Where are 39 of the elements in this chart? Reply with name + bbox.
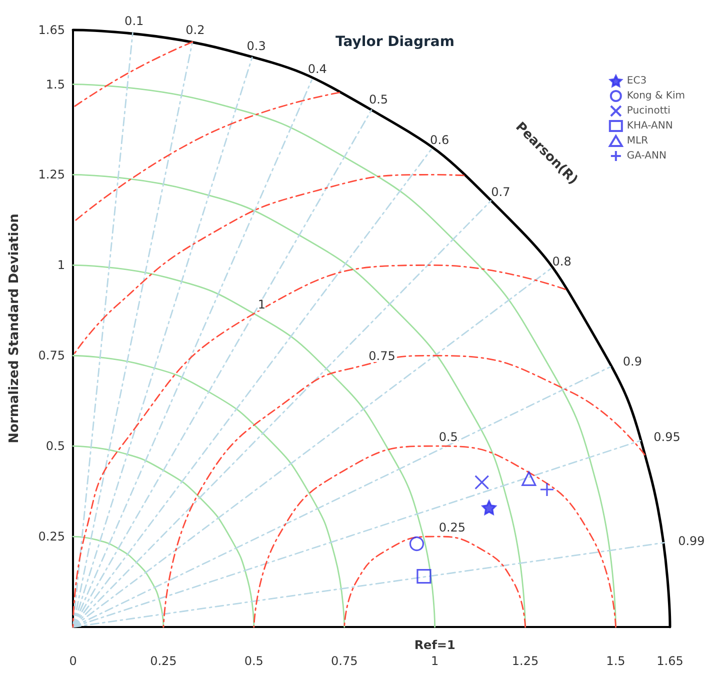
annotation: 0.99	[678, 534, 705, 548]
y-tick-label: 1.65	[38, 23, 65, 37]
x-tick-label: 1.65	[656, 654, 684, 668]
annotation: 0.8	[552, 254, 572, 269]
x-tick-label: 1.5	[606, 654, 626, 668]
legend-label: KHA-ANN	[626, 120, 673, 132]
annotation: 0.3	[246, 39, 266, 54]
annotation: 0.5	[438, 430, 458, 444]
annotation: 0.5	[368, 92, 388, 107]
x-tick-label: 1.25	[512, 654, 539, 668]
legend-label: Kong & Kim	[626, 90, 686, 102]
legend-label: MLR	[626, 136, 648, 146]
x-tick-label: 0.25	[150, 654, 177, 668]
chart-title: Taylor Diagram	[336, 34, 454, 50]
annotation: 0.1	[124, 14, 144, 28]
annotation: 0.6	[430, 132, 450, 147]
annotation: 0.25	[438, 520, 466, 535]
annotation: 0.7	[491, 185, 510, 200]
x-tick-label: 0	[69, 654, 77, 668]
annotation: 0.75	[368, 349, 396, 364]
annotation: Ref=1	[414, 638, 456, 652]
y-tick-label: 0.5	[46, 439, 65, 454]
legend-label: EC3	[626, 76, 647, 86]
x-tick-label: 1	[431, 654, 439, 668]
annotation: 0.2	[186, 23, 205, 38]
y-tick-label: 0.25	[38, 530, 65, 544]
annotation: 0.9	[622, 354, 642, 369]
annotation: 1	[258, 298, 266, 312]
y-tick-label: 1	[57, 258, 65, 272]
annotation: 0.95	[654, 430, 680, 444]
x-tick-label: 0.5	[244, 654, 264, 668]
y-axis-title: Normalized Standard Deviation	[7, 214, 22, 444]
legend-label: Pucinotti	[626, 106, 670, 116]
annotation: 0.4	[308, 62, 327, 76]
y-tick-label: 1.5	[46, 77, 65, 92]
x-tick-label: 0.75	[331, 654, 358, 668]
y-tick-label: 0.75	[38, 348, 65, 363]
legend-label: GA-ANN	[626, 150, 666, 162]
y-tick-label: 1.25	[38, 168, 65, 182]
